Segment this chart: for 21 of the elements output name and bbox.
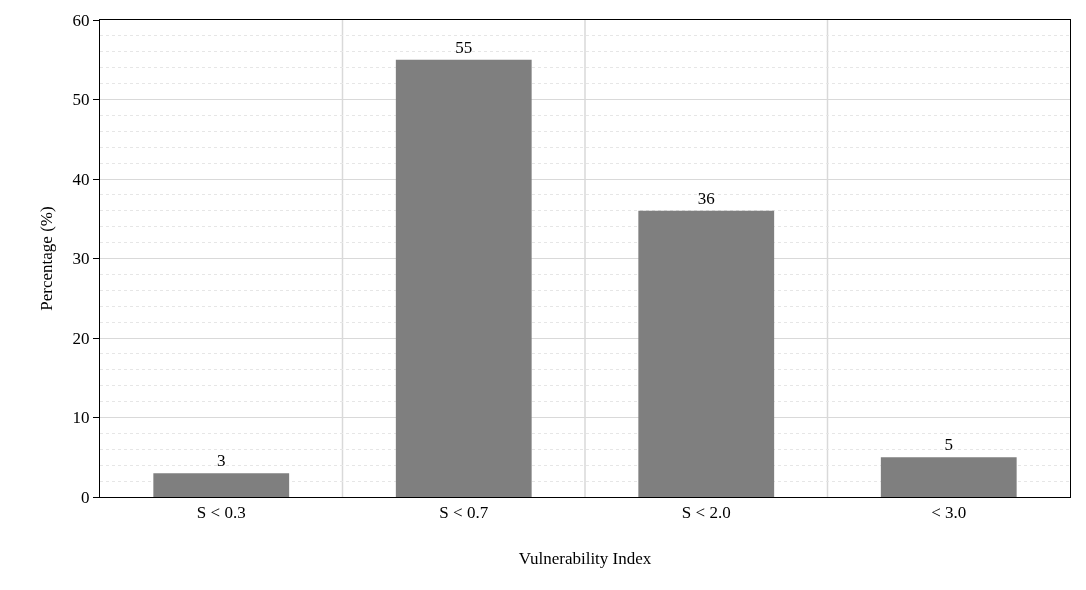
y-axis-title: Percentage (%): [37, 206, 57, 311]
x-tick-label: S < 0.7: [439, 503, 489, 523]
bar: [880, 457, 1017, 497]
data-label: 5: [944, 435, 953, 455]
y-tick-label: 50: [72, 90, 90, 110]
data-label: 3: [217, 451, 226, 471]
y-tick-label: 60: [72, 10, 90, 30]
bar: [153, 473, 290, 497]
y-tick-label: 40: [72, 169, 90, 189]
bar: [395, 59, 532, 497]
y-tick-label: 30: [72, 249, 90, 269]
bar: [638, 210, 775, 497]
x-tick-label: S < 0.3: [196, 503, 246, 523]
y-tick-label: 10: [72, 408, 90, 428]
x-axis-title: Vulnerability Index: [518, 548, 652, 568]
data-label: 36: [697, 188, 715, 208]
x-tick-label: S < 2.0: [681, 503, 731, 523]
y-tick-label: 20: [72, 328, 90, 348]
y-tick-label: 0: [81, 487, 90, 507]
data-label: 55: [455, 37, 473, 57]
x-tick-label: < 3.0: [931, 503, 967, 523]
